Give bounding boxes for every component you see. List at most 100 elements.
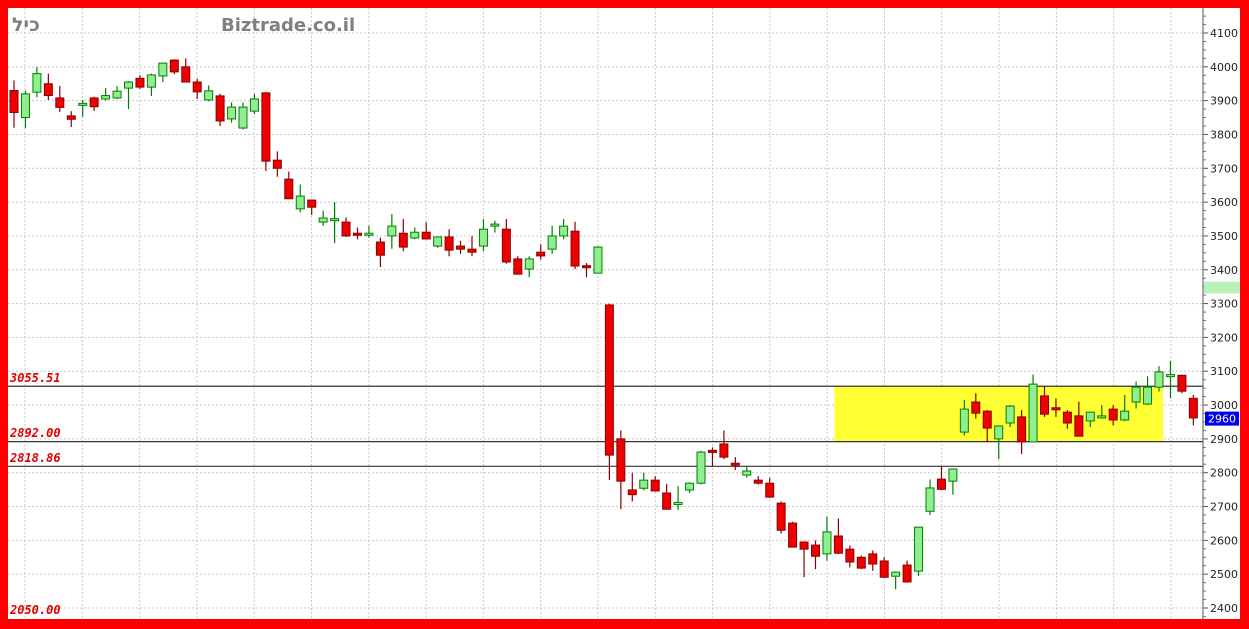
candle-body xyxy=(925,487,935,512)
candle-body xyxy=(719,443,729,458)
candle-body xyxy=(1074,415,1084,437)
candle-body xyxy=(1165,374,1175,378)
candle-body xyxy=(204,90,214,101)
candle-body xyxy=(227,106,237,120)
candle-body xyxy=(192,81,202,93)
candle-body xyxy=(295,195,305,210)
candle-body xyxy=(353,232,362,236)
candle-body xyxy=(1143,386,1153,405)
candle-body xyxy=(272,159,282,169)
candle-body xyxy=(501,228,511,263)
y-tick-label: 3500 xyxy=(1210,230,1238,243)
candle-body xyxy=(822,531,832,555)
y-tick-label: 3000 xyxy=(1210,399,1238,412)
candle-body xyxy=(124,81,133,89)
candle-body xyxy=(673,501,683,505)
candle-body xyxy=(788,522,798,548)
candle-body xyxy=(616,438,626,482)
candle-body xyxy=(135,77,145,88)
candle-body xyxy=(9,90,19,113)
y-tick-label: 4000 xyxy=(1210,61,1238,74)
candle-body xyxy=(524,258,534,270)
candle-body xyxy=(776,502,786,531)
y-tick-label: 2700 xyxy=(1210,501,1238,514)
candle-body xyxy=(547,235,557,250)
candle-body xyxy=(868,553,878,565)
y-tick-label: 2900 xyxy=(1210,433,1238,446)
level-label: 2818.86 xyxy=(10,451,61,465)
candle-body xyxy=(387,225,397,237)
candle-body xyxy=(238,106,248,129)
y-tick-label: 4100 xyxy=(1210,27,1238,40)
candle-body xyxy=(66,115,76,120)
candle-body xyxy=(249,98,259,112)
candle-body xyxy=(146,74,156,88)
candle-body xyxy=(32,73,42,93)
candle-body xyxy=(1017,416,1027,443)
candle-body xyxy=(89,97,99,108)
candle-body xyxy=(318,217,328,223)
candle-body xyxy=(43,83,53,97)
candle-body xyxy=(948,468,958,482)
y-tick-label: 3200 xyxy=(1210,331,1238,344)
candle-body xyxy=(627,489,637,496)
chart-frame xyxy=(8,8,1240,619)
candle-body xyxy=(375,241,385,256)
candle-body xyxy=(478,228,488,247)
candle-body xyxy=(456,245,466,250)
candle-body xyxy=(799,541,809,550)
candle-body xyxy=(696,451,706,484)
candle-body xyxy=(639,479,649,489)
candle-body xyxy=(730,462,740,466)
candle-body xyxy=(513,258,523,275)
candle-body xyxy=(685,482,695,491)
y-tick-label: 3400 xyxy=(1210,264,1238,277)
candle-body xyxy=(1097,415,1107,419)
candle-body xyxy=(570,230,580,267)
candle-body xyxy=(467,248,477,253)
candle-body xyxy=(444,236,454,251)
candle-body xyxy=(1108,408,1118,421)
last-price-label: 2960 xyxy=(1208,413,1236,426)
candle-body xyxy=(1028,383,1038,443)
candle-body xyxy=(330,218,340,222)
candle-body xyxy=(536,251,546,257)
candle-body xyxy=(593,246,603,274)
candle-body xyxy=(181,66,191,83)
candle-body xyxy=(1051,407,1061,411)
y-tick-label: 3800 xyxy=(1210,128,1238,141)
candle-body xyxy=(1120,410,1130,421)
candle-body xyxy=(1154,371,1164,388)
candle-body xyxy=(112,90,122,99)
level-label: 2892.00 xyxy=(10,426,61,440)
candle-body xyxy=(707,449,717,453)
y-tick-label: 2500 xyxy=(1210,568,1238,581)
bottom-level-label: 2050.00 xyxy=(10,603,61,617)
candle-body xyxy=(833,535,843,554)
candle-body xyxy=(662,492,672,510)
candle-body xyxy=(261,92,271,162)
candle-body xyxy=(307,199,317,208)
level-label: 3055.51 xyxy=(10,371,61,385)
candle-body xyxy=(341,221,351,237)
candle-body xyxy=(433,236,443,247)
candle-body xyxy=(765,482,775,498)
y-tick-label: 3900 xyxy=(1210,95,1238,108)
candle-body xyxy=(169,59,179,73)
candle-body xyxy=(1085,411,1095,422)
y-tick-label: 2400 xyxy=(1210,602,1238,615)
candle-body xyxy=(559,225,569,237)
candle-body xyxy=(158,62,168,77)
y-tick-label: 3700 xyxy=(1210,162,1238,175)
candle-body xyxy=(1040,395,1049,415)
y-tick-label: 2800 xyxy=(1210,467,1238,480)
candle-body xyxy=(410,231,420,239)
y-tick-label: 3100 xyxy=(1210,365,1238,378)
candle-body xyxy=(1177,374,1187,392)
candle-body xyxy=(582,265,591,269)
candle-body xyxy=(753,479,763,484)
candle-body xyxy=(936,478,946,490)
candle-body xyxy=(398,232,408,248)
last-price-badge xyxy=(1205,411,1239,426)
